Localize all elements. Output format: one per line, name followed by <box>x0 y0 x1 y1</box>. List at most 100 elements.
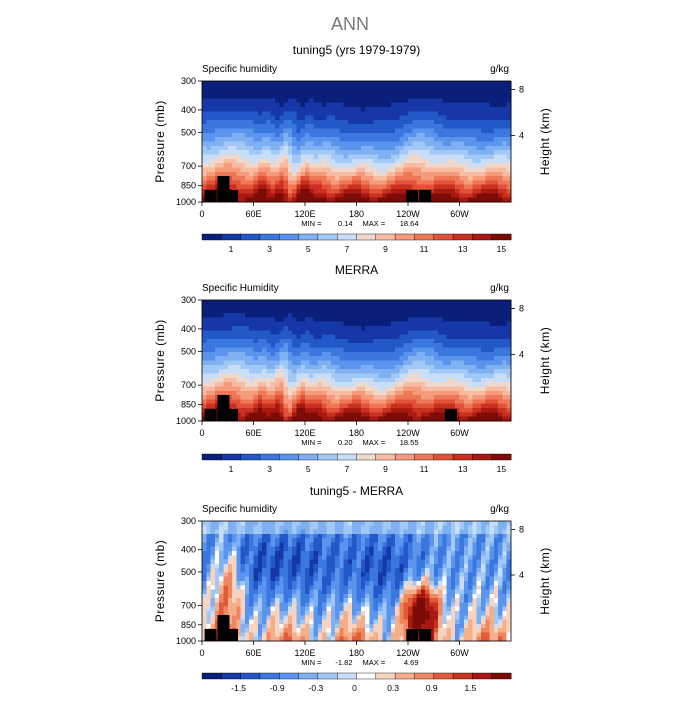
field-cell <box>339 189 344 194</box>
field-cell <box>447 547 452 552</box>
field-cell <box>391 309 396 314</box>
field-cell <box>232 172 237 177</box>
field-cell <box>451 185 456 190</box>
field-cell <box>305 150 310 155</box>
field-cell <box>472 142 477 147</box>
field-cell <box>421 408 426 413</box>
field-cell <box>266 185 271 190</box>
field-cell <box>357 94 362 99</box>
field-cell <box>455 133 460 138</box>
field-cell <box>245 373 250 378</box>
field-cell <box>494 103 499 108</box>
field-cell <box>391 542 396 547</box>
field-cell <box>284 538 289 543</box>
field-cell <box>404 547 409 552</box>
field-cell <box>429 154 434 159</box>
field-cell <box>258 542 263 547</box>
field-cell <box>335 560 340 565</box>
field-cell <box>258 90 263 95</box>
field-cell <box>245 564 250 569</box>
field-cell <box>326 81 331 86</box>
field-cell <box>494 116 499 121</box>
field-cell <box>382 317 387 322</box>
field-cell <box>357 159 362 164</box>
field-cell <box>490 339 495 344</box>
colorbar-label: 3 <box>267 464 272 474</box>
field-cell <box>305 547 310 552</box>
field-cell <box>357 309 362 314</box>
field-cell <box>404 525 409 530</box>
field-cell <box>387 365 392 370</box>
field-cell <box>408 94 413 99</box>
field-cell <box>348 361 353 366</box>
field-cell <box>399 137 404 142</box>
field-cell <box>438 335 443 340</box>
field-cell <box>219 146 224 151</box>
field-cell <box>219 530 224 535</box>
field-cell <box>434 534 439 539</box>
field-cell <box>271 103 276 108</box>
field-cell <box>271 317 276 322</box>
field-cell <box>378 124 383 129</box>
field-cell <box>249 395 254 400</box>
field-cell <box>447 365 452 370</box>
field-cell <box>494 176 499 181</box>
field-cell <box>236 395 241 400</box>
field-cell <box>494 326 499 331</box>
field-cell <box>301 159 306 164</box>
field-cell <box>228 369 233 374</box>
field-cell <box>434 185 439 190</box>
field-cell <box>202 163 207 168</box>
field-cell <box>288 412 293 417</box>
field-cell <box>425 172 430 177</box>
field-cell <box>455 154 460 159</box>
field-cell <box>429 560 434 565</box>
field-cell <box>477 167 482 172</box>
field-cell <box>395 154 400 159</box>
field-cell <box>301 373 306 378</box>
field-cell <box>425 133 430 138</box>
field-cell <box>352 551 357 556</box>
field-cell <box>421 163 426 168</box>
field-cell <box>447 339 452 344</box>
field-cell <box>357 404 362 409</box>
colorbar-swatch <box>260 454 280 460</box>
field-cell <box>438 81 443 86</box>
field-cell <box>477 542 482 547</box>
field-cell <box>421 551 426 556</box>
field-cell <box>429 176 434 181</box>
field-cell <box>309 322 314 327</box>
field-cell <box>395 133 400 138</box>
field-cell <box>404 369 409 374</box>
field-cell <box>417 172 422 177</box>
field-cell <box>399 412 404 417</box>
field-cell <box>241 395 246 400</box>
field-cell <box>279 309 284 314</box>
field-cell <box>455 94 460 99</box>
field-cell <box>215 391 220 396</box>
field-cell <box>472 335 477 340</box>
field-cell <box>266 98 271 103</box>
field-cell <box>202 317 207 322</box>
field-cell <box>258 391 263 396</box>
field-cell <box>219 304 224 309</box>
field-cell <box>262 159 267 164</box>
field-cell <box>429 542 434 547</box>
field-cell <box>387 382 392 387</box>
field-cell <box>339 525 344 530</box>
field-cell <box>352 300 357 305</box>
field-cell <box>455 551 460 556</box>
field-cell <box>391 193 396 198</box>
field-cell <box>378 103 383 108</box>
field-cell <box>399 176 404 181</box>
field-cell <box>292 167 297 172</box>
field-cell <box>498 111 503 116</box>
field-cell <box>417 365 422 370</box>
field-cell <box>485 356 490 361</box>
field-cell <box>288 343 293 348</box>
field-cell <box>425 176 430 181</box>
field-cell <box>477 300 482 305</box>
field-cell <box>296 159 301 164</box>
field-cell <box>502 525 507 530</box>
